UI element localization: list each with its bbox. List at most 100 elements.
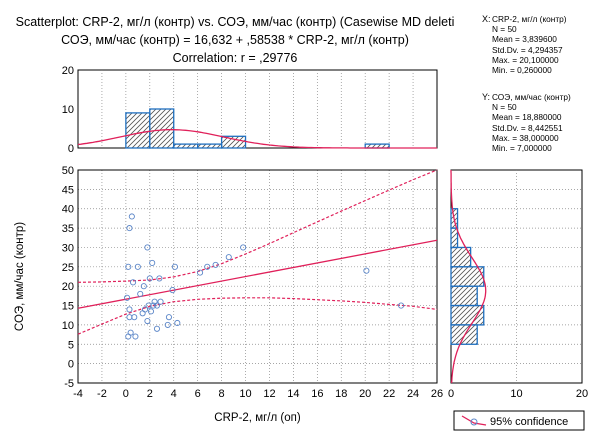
x-tick-label: 26 <box>431 388 443 400</box>
scatter-point <box>363 267 370 274</box>
y-tick-label: 5 <box>68 339 74 351</box>
top-histogram: 0 10 20 <box>62 65 438 155</box>
main-plot-frame <box>77 169 438 384</box>
y-tick-label: 20 <box>62 281 74 293</box>
stats-x-n: N = 50 <box>492 24 517 35</box>
legend-box <box>453 410 585 431</box>
y-tick-label: 30 <box>62 242 74 254</box>
scatter-point <box>225 254 232 261</box>
x-tick-label: 16 <box>311 388 323 400</box>
legend-point-swatch <box>470 418 478 426</box>
x-tick-label: 20 <box>359 388 371 400</box>
scatter-point <box>125 333 132 340</box>
stats-x-max: Max. = 20,100000 <box>492 54 559 65</box>
x-tick-label: 22 <box>383 388 395 400</box>
scatter-point <box>125 263 132 270</box>
scatter-point <box>156 275 163 282</box>
scatter-point <box>165 314 172 321</box>
stats-y-max: Max. = 38,000000 <box>492 132 559 143</box>
legend: 95% confidence <box>453 410 585 431</box>
right-histogram-normal-curve <box>450 170 487 384</box>
stats-x-name: CRP-2, мг/л (контр) <box>492 14 567 24</box>
y-tick-label: -5 <box>64 378 74 390</box>
scatter-point <box>137 290 144 297</box>
scatter-point <box>197 269 204 276</box>
x-tick-label: 10 <box>239 388 251 400</box>
scatter-point <box>126 306 133 313</box>
scatter-point <box>129 279 137 286</box>
right-histogram-bar <box>450 324 478 345</box>
scatter-point <box>164 321 171 328</box>
right-histogram-bar <box>450 304 485 326</box>
stats-x-mean: Mean = 3,839600 <box>492 34 557 45</box>
right-histogram-tick-label: 20 <box>576 388 588 400</box>
stats-y-panel: Y: СОЭ, мм/час (контр) N = 50 Mean = 18,… <box>482 92 571 153</box>
y-tick-label: 15 <box>62 301 74 313</box>
y-tick-label: 45 <box>62 184 74 196</box>
stats-y-n: N = 50 <box>492 102 517 113</box>
top-histogram-bar <box>173 143 199 149</box>
y-tick-label: 10 <box>62 320 74 332</box>
confidence-band-lower <box>77 297 438 335</box>
scatter-point <box>126 225 133 232</box>
scatter-point <box>139 310 146 317</box>
stats-y-name: СОЭ, мм/час (контр) <box>492 92 571 102</box>
x-tick-label: 18 <box>335 388 347 400</box>
x-tick-label: 12 <box>263 388 275 400</box>
scatter-point <box>212 261 219 268</box>
right-histogram-bar <box>450 285 478 307</box>
scatter-point <box>124 294 131 301</box>
right-histogram-tick-label: 0 <box>448 388 454 400</box>
regression-line <box>77 239 438 309</box>
x-tick-label: 2 <box>147 388 153 400</box>
x-tick-label: 24 <box>407 388 419 400</box>
stats-x-panel: X: CRP-2, мг/л (контр) N = 50 Mean = 3,8… <box>482 14 567 75</box>
chart-title-correlation: Correlation: r = ,29776 <box>172 51 298 65</box>
scatter-point <box>132 333 139 340</box>
right-histogram-bar <box>450 227 459 249</box>
stats-x-std: Std.Dv. = 4,294357 <box>492 44 563 55</box>
y-tick-label: 25 <box>62 262 74 274</box>
stats-x-min: Min. = 0,260000 <box>492 65 552 76</box>
scatter-point <box>146 275 153 282</box>
scatter-point <box>157 298 164 305</box>
y-tick-label: 40 <box>62 204 74 216</box>
main-scatter-panel: -4 -2 0 2 4 6 8 10 12 14 16 18 20 22 24 26-505101520253… <box>14 165 443 424</box>
scatter-point <box>149 259 156 266</box>
right-histogram: 0 10 20 <box>448 169 588 400</box>
y-tick-label: 0 <box>68 359 74 371</box>
x-tick-label: 4 <box>171 388 177 400</box>
x-tick-label: -4 <box>73 388 83 400</box>
scatter-point <box>204 263 211 270</box>
scatter-point <box>144 317 151 325</box>
scatter-point <box>144 244 151 251</box>
top-histogram-tick-label: 0 <box>68 143 74 155</box>
top-histogram-frame <box>77 69 438 149</box>
scatter-point <box>140 283 147 290</box>
stats-x-key: X: <box>482 14 491 24</box>
right-histogram-bar <box>450 246 472 268</box>
legend-line-swatch <box>461 415 487 426</box>
chart-title-line1: Scatterplot: CRP-2, мг/л (контр) vs. СОЭ… <box>15 15 455 29</box>
legend-label: 95% confidence <box>490 416 568 428</box>
x-tick-label: 0 <box>123 388 129 400</box>
x-tick-label: 8 <box>219 388 225 400</box>
scatter-point <box>126 314 133 321</box>
chart-title-regression: СОЭ, мм/час (контр) = 16,632 + ,58538 * … <box>61 33 409 47</box>
x-tick-label: 6 <box>195 388 201 400</box>
top-histogram-normal-curve <box>77 129 437 149</box>
stats-y-key: Y: <box>482 92 491 102</box>
top-histogram-bar <box>149 108 175 149</box>
stats-y-std: Std.Dv. = 8,442551 <box>492 122 563 133</box>
main-plot-background <box>78 170 437 383</box>
scatter-point <box>174 319 181 327</box>
x-tick-label: 14 <box>287 388 299 400</box>
scatter-point <box>171 263 178 270</box>
y-tick-label: 50 <box>62 165 74 177</box>
top-histogram-bar <box>197 143 223 149</box>
scatter-point <box>169 287 176 294</box>
scatter-point <box>128 213 135 220</box>
scatter-point <box>145 302 152 309</box>
top-histogram-tick-label: 10 <box>62 104 74 116</box>
